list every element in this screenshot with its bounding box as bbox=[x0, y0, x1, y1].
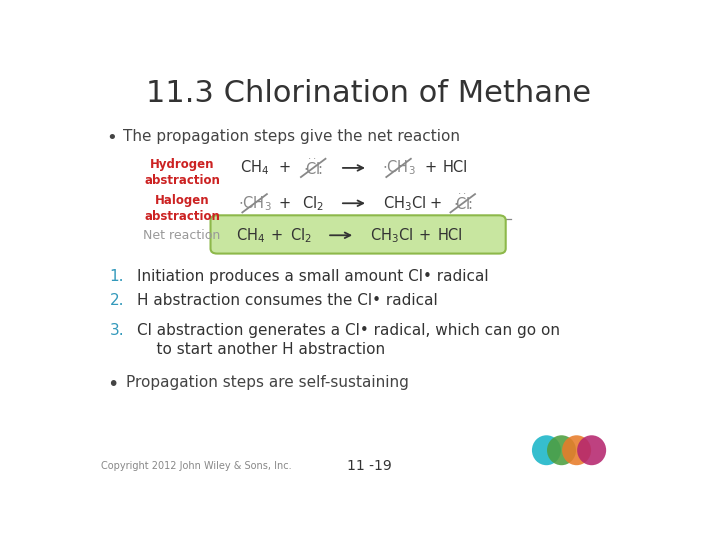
Text: $\mathregular{\cdot CH_3}$: $\mathregular{\cdot CH_3}$ bbox=[382, 159, 415, 177]
Text: +: + bbox=[271, 228, 283, 243]
Text: Cl abstraction generates a Cl• radical, which can go on
    to start another H a: Cl abstraction generates a Cl• radical, … bbox=[138, 322, 560, 357]
Text: Initiation produces a small amount Cl• radical: Initiation produces a small amount Cl• r… bbox=[138, 268, 489, 284]
Text: Halogen
abstraction: Halogen abstraction bbox=[144, 194, 220, 222]
Text: Net reaction: Net reaction bbox=[143, 229, 221, 242]
Text: HCl: HCl bbox=[437, 228, 462, 243]
Text: HCl: HCl bbox=[443, 160, 468, 176]
Text: $\mathregular{Cl_2}$: $\mathregular{Cl_2}$ bbox=[290, 226, 312, 245]
FancyBboxPatch shape bbox=[210, 215, 505, 254]
Ellipse shape bbox=[562, 435, 591, 465]
Text: +: + bbox=[278, 160, 290, 176]
Ellipse shape bbox=[532, 435, 561, 465]
Text: 11 -19: 11 -19 bbox=[346, 459, 392, 473]
Text: •: • bbox=[107, 129, 117, 147]
Text: $\mathregular{CH_4}$: $\mathregular{CH_4}$ bbox=[235, 226, 265, 245]
Text: $\mathregular{\cdot CH_3}$: $\mathregular{\cdot CH_3}$ bbox=[238, 194, 271, 213]
Text: 1.: 1. bbox=[109, 268, 124, 284]
Text: $\mathregular{CH_3Cl}$: $\mathregular{CH_3Cl}$ bbox=[369, 226, 413, 245]
Text: +: + bbox=[424, 160, 436, 176]
Ellipse shape bbox=[577, 435, 606, 465]
Text: Propagation steps are self-sustaining: Propagation steps are self-sustaining bbox=[126, 375, 409, 389]
Text: +: + bbox=[278, 196, 290, 211]
Text: $\mathregular{\cdot\!\overset{..}{Cl}\!\!:}$: $\mathregular{\cdot\!\overset{..}{Cl}\!\… bbox=[453, 193, 473, 213]
Text: $\mathregular{CH_3Cl}$: $\mathregular{CH_3Cl}$ bbox=[382, 194, 426, 213]
Ellipse shape bbox=[547, 435, 576, 465]
Text: +: + bbox=[430, 196, 442, 211]
Text: 2.: 2. bbox=[109, 294, 124, 308]
Text: 3.: 3. bbox=[109, 322, 124, 338]
Text: H abstraction consumes the Cl• radical: H abstraction consumes the Cl• radical bbox=[138, 294, 438, 308]
Text: +: + bbox=[419, 228, 431, 243]
Text: Hydrogen
abstraction: Hydrogen abstraction bbox=[144, 158, 220, 187]
Text: •: • bbox=[107, 375, 118, 394]
Text: $\mathregular{\cdot\!\overset{..}{Cl}\!\!:}$: $\mathregular{\cdot\!\overset{..}{Cl}\!\… bbox=[303, 158, 323, 178]
Text: The propagation steps give the net reaction: The propagation steps give the net react… bbox=[124, 129, 461, 144]
Text: 11.3 Chlorination of Methane: 11.3 Chlorination of Methane bbox=[146, 79, 592, 109]
Text: $\mathregular{Cl_2}$: $\mathregular{Cl_2}$ bbox=[302, 194, 324, 213]
Text: $\mathregular{CH_4}$: $\mathregular{CH_4}$ bbox=[240, 159, 269, 177]
Text: Copyright 2012 John Wiley & Sons, Inc.: Copyright 2012 John Wiley & Sons, Inc. bbox=[101, 462, 292, 471]
